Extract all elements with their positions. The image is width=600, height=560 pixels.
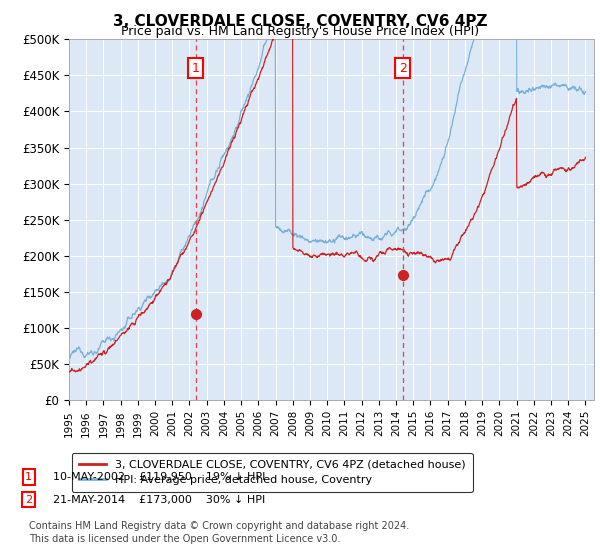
Text: 21-MAY-2014    £173,000    30% ↓ HPI: 21-MAY-2014 £173,000 30% ↓ HPI xyxy=(53,494,265,505)
Text: 2: 2 xyxy=(398,62,407,74)
Text: 2: 2 xyxy=(25,494,32,505)
Legend: 3, CLOVERDALE CLOSE, COVENTRY, CV6 4PZ (detached house), HPI: Average price, det: 3, CLOVERDALE CLOSE, COVENTRY, CV6 4PZ (… xyxy=(72,453,473,492)
Text: 1: 1 xyxy=(25,472,32,482)
Text: 10-MAY-2002    £119,950    19% ↓ HPI: 10-MAY-2002 £119,950 19% ↓ HPI xyxy=(53,472,265,482)
Text: 1: 1 xyxy=(192,62,200,74)
Text: Contains HM Land Registry data © Crown copyright and database right 2024.: Contains HM Land Registry data © Crown c… xyxy=(29,521,409,531)
Text: This data is licensed under the Open Government Licence v3.0.: This data is licensed under the Open Gov… xyxy=(29,534,340,544)
Text: 3, CLOVERDALE CLOSE, COVENTRY, CV6 4PZ: 3, CLOVERDALE CLOSE, COVENTRY, CV6 4PZ xyxy=(113,14,487,29)
Text: Price paid vs. HM Land Registry's House Price Index (HPI): Price paid vs. HM Land Registry's House … xyxy=(121,25,479,38)
